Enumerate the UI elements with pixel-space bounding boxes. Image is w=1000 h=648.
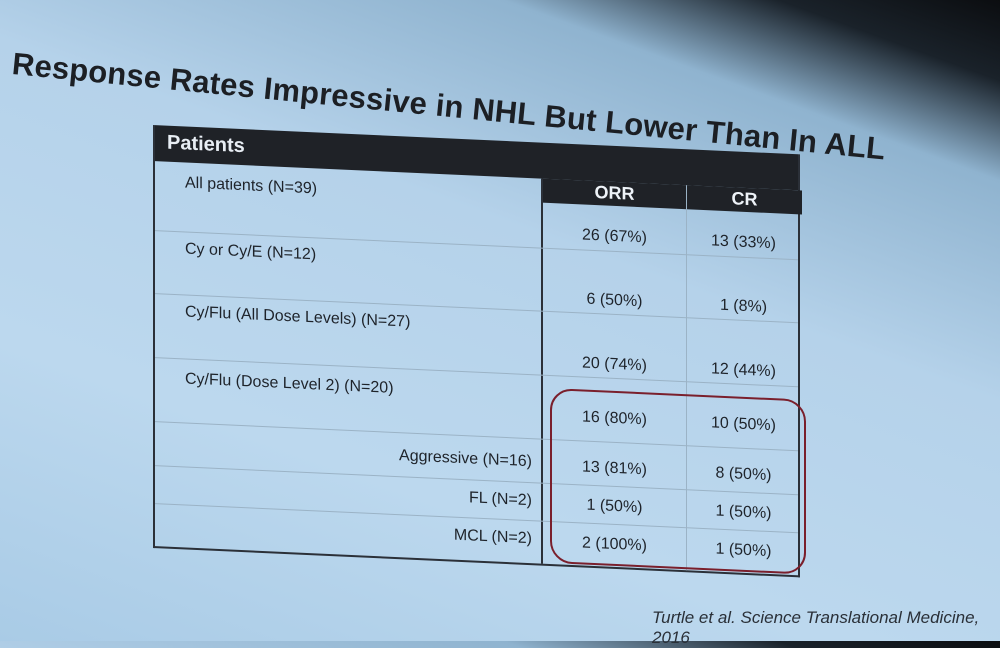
- row-label: Cy/Flu (All Dose Levels) (N=27): [185, 303, 411, 331]
- citation: Turtle et al. Science Translational Medi…: [652, 608, 980, 647]
- header-cr: CR: [687, 185, 802, 215]
- row-label: All patients (N=39): [185, 174, 318, 198]
- header-patients: Patients: [167, 131, 245, 158]
- row-label: Aggressive (N=16): [399, 447, 532, 471]
- cr-value: 12 (44%): [711, 360, 776, 381]
- row-label: FL (N=2): [469, 489, 532, 510]
- cr-value: 13 (33%): [711, 232, 776, 253]
- cr-value: 1 (8%): [719, 296, 768, 316]
- orr-value: 26 (67%): [582, 226, 647, 247]
- orr-value: 6 (50%): [586, 290, 643, 311]
- row-label: Cy/Flu (Dose Level 2) (N=20): [185, 370, 394, 397]
- highlight-box: [550, 388, 806, 575]
- response-rates-table: Patients ORR CR All patients (N=39) 26 (…: [153, 125, 806, 578]
- row-label: Cy or Cy/E (N=12): [185, 240, 317, 264]
- orr-value: 20 (74%): [582, 354, 647, 375]
- row-label: MCL (N=2): [453, 526, 532, 548]
